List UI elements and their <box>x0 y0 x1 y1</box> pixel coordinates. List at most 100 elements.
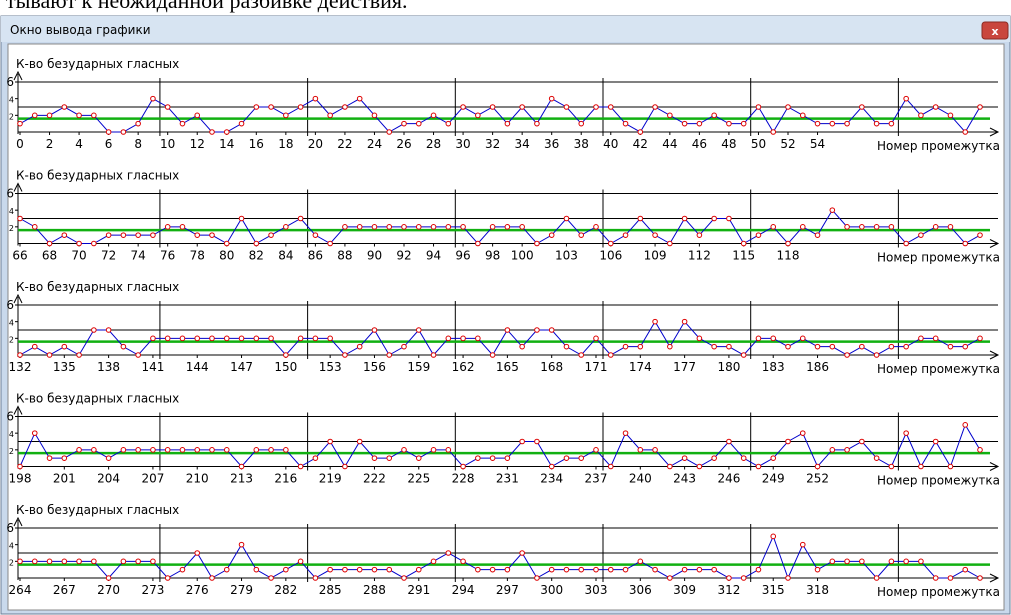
point <box>814 232 821 238</box>
point <box>740 352 747 358</box>
point <box>76 447 82 453</box>
x-tick-label: 273 <box>141 583 164 597</box>
point <box>475 566 481 573</box>
y-tick-label: 6 <box>6 410 14 424</box>
point <box>652 232 658 238</box>
x-tick-label: 270 <box>97 583 120 597</box>
x-tick-label: 16 <box>249 137 264 151</box>
x-tick-label: 153 <box>319 360 342 374</box>
point <box>903 240 909 247</box>
x-tick-label: 88 <box>337 249 352 263</box>
x-tick-label: 103 <box>555 249 578 263</box>
point <box>283 447 289 453</box>
point <box>283 352 289 358</box>
point <box>150 558 156 565</box>
point <box>312 95 319 102</box>
point <box>888 343 895 350</box>
point <box>593 335 599 342</box>
point <box>194 112 201 119</box>
point <box>799 224 806 230</box>
point <box>519 343 525 350</box>
point <box>859 343 865 350</box>
point <box>268 232 274 238</box>
x-axis-label: Номер промежутка <box>877 139 1000 153</box>
point <box>46 352 53 358</box>
x-tick-label: 303 <box>585 583 608 597</box>
point <box>76 352 82 358</box>
point <box>947 575 954 581</box>
point <box>696 120 703 127</box>
point <box>135 352 141 358</box>
x-tick-label: 246 <box>717 472 740 486</box>
point <box>962 240 969 247</box>
point <box>475 335 481 342</box>
y-tick-label: 2 <box>9 558 14 567</box>
document-fragment: тывают к неожиданной разбивке действия. <box>6 0 408 13</box>
point <box>489 352 496 358</box>
point <box>253 240 260 247</box>
x-tick-label: 52 <box>780 137 795 151</box>
y-tick-label: 6 <box>6 75 14 89</box>
x-axis-arrow <box>989 350 1000 360</box>
point <box>150 95 156 102</box>
point <box>253 447 260 453</box>
x-tick-label: 162 <box>452 360 475 374</box>
x-tick-label: 147 <box>230 360 253 374</box>
point <box>31 558 38 565</box>
x-axis-label: Номер промежутка <box>877 585 1000 599</box>
point <box>977 575 983 581</box>
point <box>770 129 777 135</box>
point <box>105 129 112 135</box>
point <box>873 352 880 358</box>
point <box>829 343 836 350</box>
point <box>135 558 141 565</box>
point <box>386 129 393 135</box>
point <box>489 566 496 573</box>
y-tick-label: 2 <box>9 335 14 344</box>
x-tick-label: 30 <box>455 137 470 151</box>
x-tick-label: 42 <box>633 137 648 151</box>
point <box>238 120 245 127</box>
point <box>401 120 407 127</box>
point <box>445 120 452 127</box>
x-tick-label: 100 <box>511 249 534 263</box>
x-tick-label: 80 <box>219 249 234 263</box>
point <box>888 463 895 470</box>
x-tick-label: 94 <box>426 249 441 263</box>
point <box>563 104 570 110</box>
point <box>681 215 688 222</box>
close-button[interactable] <box>981 21 1009 40</box>
x-tick-label: 76 <box>160 249 175 263</box>
point <box>932 104 939 110</box>
point <box>681 120 688 127</box>
x-tick-label: 68 <box>42 249 57 263</box>
point <box>519 438 525 445</box>
point <box>135 120 141 127</box>
point <box>844 447 850 453</box>
point <box>445 224 452 230</box>
point <box>829 558 836 565</box>
point <box>120 343 127 350</box>
point <box>445 550 452 556</box>
point <box>814 120 821 127</box>
point <box>17 352 23 358</box>
point <box>135 447 141 453</box>
x-tick-label: 174 <box>629 360 652 374</box>
x-tick-label: 219 <box>319 472 342 486</box>
x-tick-label: 74 <box>131 249 146 263</box>
x-tick-label: 225 <box>407 472 430 486</box>
point <box>770 533 777 540</box>
y-tick-label: 6 <box>6 187 14 201</box>
point <box>46 112 53 119</box>
point <box>563 215 570 222</box>
point <box>91 558 97 565</box>
x-tick-label: 36 <box>544 137 559 151</box>
point <box>667 463 673 470</box>
point <box>238 541 245 548</box>
point <box>46 240 53 247</box>
point <box>696 232 703 238</box>
point <box>460 224 466 230</box>
point <box>622 430 629 436</box>
